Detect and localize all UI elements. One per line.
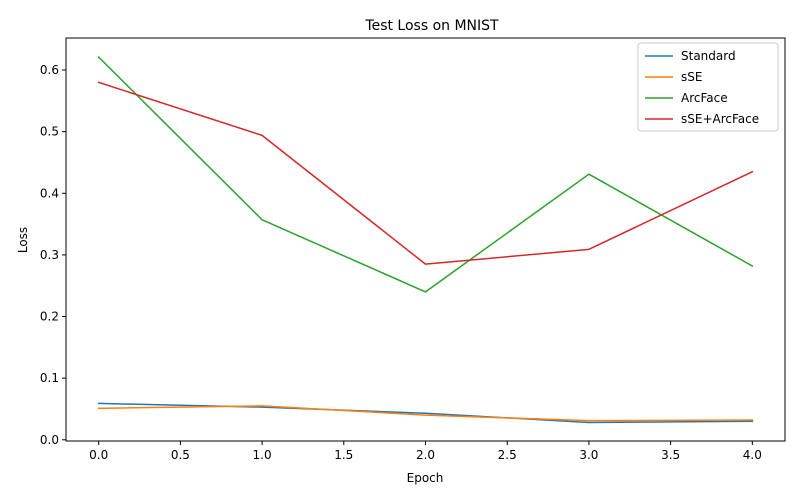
y-tick-label: 0.4	[40, 186, 59, 200]
x-tick-label: 1.5	[334, 448, 353, 462]
legend: Standard sSE ArcFace sSE+ArcFace	[637, 42, 779, 132]
legend-label-0: Standard	[681, 49, 736, 63]
x-tick-label: 2.5	[498, 448, 517, 462]
y-tick-label: 0.2	[40, 310, 59, 324]
series-line-0	[97, 402, 754, 424]
series-line-1	[97, 405, 754, 422]
series-line-3	[97, 81, 754, 265]
x-axis-label: Epoch	[407, 471, 444, 485]
x-tick-label: 4.0	[743, 448, 762, 462]
legend-label-3: sSE+ArcFace	[681, 112, 759, 126]
x-tick-label: 3.5	[661, 448, 680, 462]
legend-box	[637, 42, 779, 132]
y-tick-label: 0.5	[40, 125, 59, 139]
y-tick-label: 0.3	[40, 248, 59, 262]
series-line-2	[97, 56, 754, 293]
x-tick-label: 0.0	[89, 448, 108, 462]
chart-title: Test Loss on MNIST	[364, 18, 499, 34]
legend-label-1: sSE	[681, 70, 702, 84]
x-tick-label: 2.0	[416, 448, 435, 462]
y-axis-label: Loss	[16, 227, 30, 253]
y-tick-label: 0.1	[40, 371, 59, 385]
series-lines	[97, 56, 754, 424]
x-axis-ticks: 0.0 0.5 1.0 1.5 2.0 2.5 3.0 3.5 4.0	[89, 441, 762, 462]
x-tick-label: 3.0	[579, 448, 598, 462]
x-tick-label: 0.5	[171, 448, 190, 462]
y-tick-label: 0.6	[40, 63, 59, 77]
y-tick-label: 0.0	[40, 433, 59, 447]
x-tick-label: 1.0	[253, 448, 272, 462]
y-axis-ticks: 0.0 0.1 0.2 0.3 0.4 0.5 0.6	[40, 63, 66, 447]
legend-label-2: ArcFace	[681, 91, 728, 105]
